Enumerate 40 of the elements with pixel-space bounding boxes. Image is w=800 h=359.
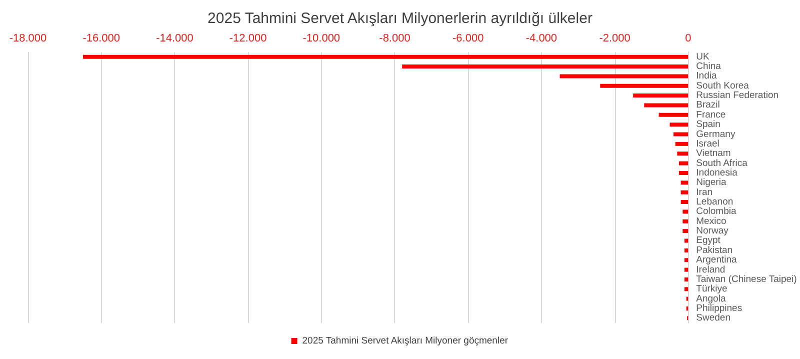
y-tick-label: Sweden xyxy=(696,312,730,324)
y-tick-label: Norway xyxy=(696,226,729,237)
y-tick-label: Türkiye xyxy=(696,284,728,295)
x-tick-label: -8.000 xyxy=(379,32,410,44)
y-tick-label: Argentina xyxy=(696,254,738,266)
y-tick-label: Pakistan xyxy=(696,244,733,256)
y-tick-label: Indonesia xyxy=(696,167,738,178)
y-tick-label: Lebanon xyxy=(696,196,734,208)
y-tick-label: India xyxy=(696,70,718,82)
x-tick-label: -14.000 xyxy=(156,32,194,44)
y-tick-label: France xyxy=(696,109,726,120)
y-tick-label: Philippines xyxy=(696,302,742,314)
y-tick-label: Egypt xyxy=(696,235,721,246)
chart-title: 2025 Tahmini Servet Akışları Milyonerlerin ayrıldığı ülkeler xyxy=(208,10,592,27)
y-tick-label: South Korea xyxy=(696,80,750,92)
x-tick-label: -10.000 xyxy=(302,32,340,44)
y-tick-label: Mexico xyxy=(696,216,726,227)
y-tick-label: Russian Federation xyxy=(696,90,779,102)
y-tick-label: UK xyxy=(696,51,710,62)
x-tick-label: -6.000 xyxy=(452,32,484,44)
y-tick-label: Israel xyxy=(696,138,720,150)
y-tick-label: Colombia xyxy=(696,206,737,218)
y-tick-label: Angola xyxy=(696,293,726,304)
x-tick-label: -4.000 xyxy=(526,32,558,44)
y-tick-label: Spain xyxy=(696,119,720,130)
x-tick-label: -16.000 xyxy=(82,32,120,44)
y-tick-label: Vietnam xyxy=(696,148,731,160)
y-tick-label: Brazil xyxy=(696,100,720,111)
x-tick-label: -2.000 xyxy=(599,32,630,44)
y-tick-label: Germany xyxy=(696,128,736,140)
y-tick-label: Ireland xyxy=(696,264,726,276)
y-tick-label: Iran xyxy=(696,186,713,198)
y-tick-label: Nigeria xyxy=(696,177,727,188)
x-tick-label: -12.000 xyxy=(229,32,267,44)
y-tick-label: China xyxy=(696,61,722,72)
x-tick-label: 0 xyxy=(685,32,692,44)
x-tick-label: -18.000 xyxy=(9,32,47,44)
y-tick-label: Taiwan (Chinese Taipei) xyxy=(696,274,797,285)
y-tick-label: South Africa xyxy=(696,158,748,169)
legend-label: 2025 Tahmini Servet Akışları Milyoner göçmenler xyxy=(302,336,508,346)
